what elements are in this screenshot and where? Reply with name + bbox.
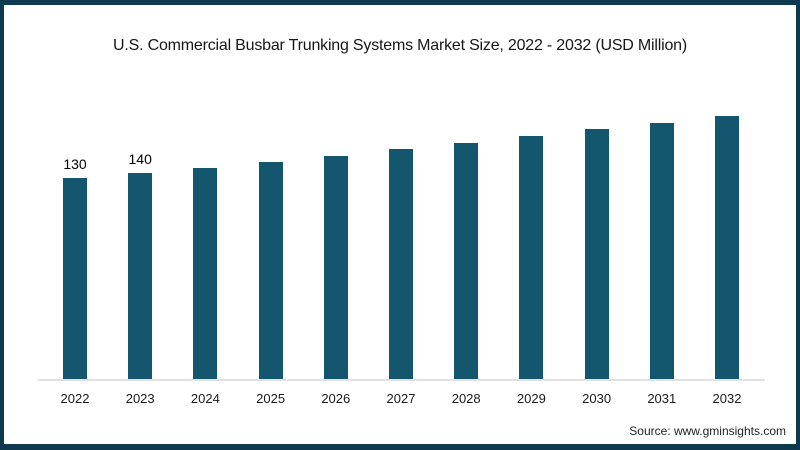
- bar: [715, 116, 739, 379]
- x-axis-label: 2022: [60, 391, 90, 406]
- x-axis-label: 2026: [321, 391, 351, 406]
- x-axis-label: 2025: [256, 391, 286, 406]
- bar-value-label: 140: [128, 151, 152, 167]
- x-axis-label: 2028: [451, 391, 481, 406]
- bar-value-label: 130: [63, 156, 87, 172]
- bar: [323, 156, 348, 379]
- bar: [258, 162, 283, 379]
- chart-title: U.S. Commercial Busbar Trunking Systems …: [113, 37, 687, 54]
- x-axis-label: 2031: [647, 391, 677, 406]
- bar: [519, 136, 544, 379]
- bar: [584, 129, 609, 379]
- bar: [649, 123, 674, 379]
- x-axis-label: 2024: [190, 391, 220, 406]
- bar: [128, 173, 153, 379]
- x-axis-line: [38, 379, 765, 381]
- bar: [389, 149, 413, 379]
- bar: [454, 143, 479, 379]
- x-axis-label: 2029: [516, 391, 546, 406]
- bar: [63, 178, 87, 379]
- x-axis-label: 2027: [386, 391, 416, 406]
- x-axis-label: 2030: [582, 391, 612, 406]
- source-attribution: Source: www.gminsights.com: [629, 424, 786, 438]
- x-axis-label: 2023: [125, 391, 155, 406]
- bar: [193, 168, 218, 379]
- x-axis-label: 2032: [712, 391, 742, 406]
